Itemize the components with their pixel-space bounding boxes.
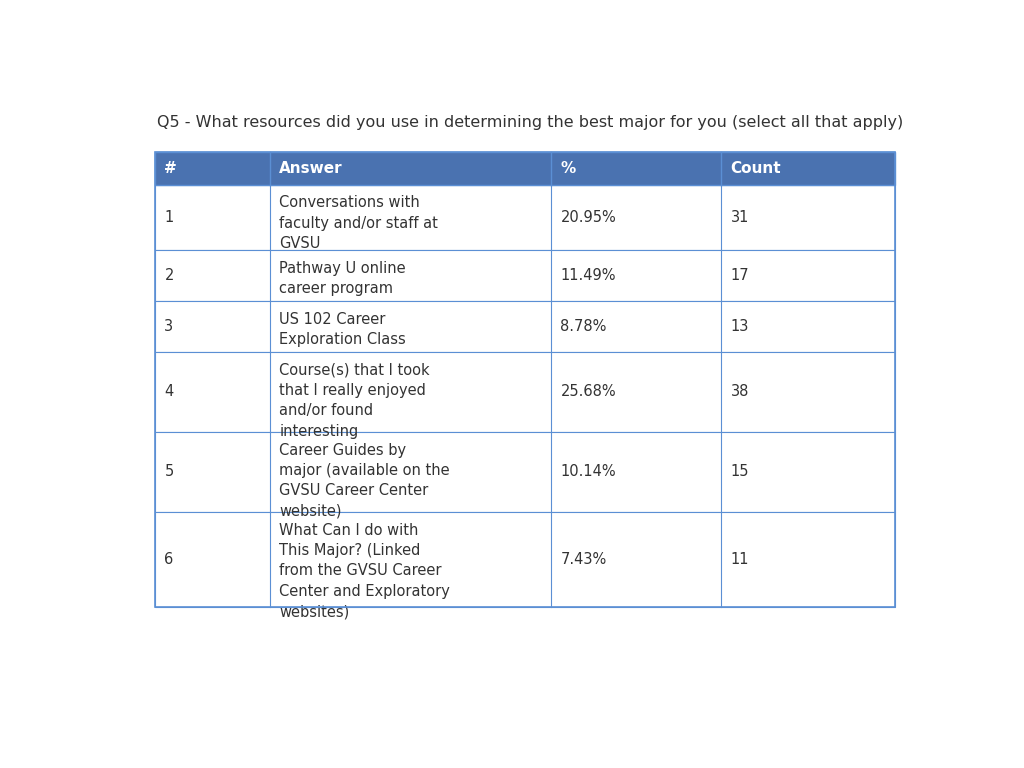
Text: 17: 17 (730, 268, 750, 283)
Text: Pathway U online
career program: Pathway U online career program (280, 261, 406, 296)
Bar (155, 511, 895, 607)
Text: Count: Count (730, 161, 781, 176)
Bar (155, 301, 895, 352)
Text: Conversations with
faculty and/or staff at
GVSU: Conversations with faculty and/or staff … (280, 195, 438, 251)
Text: #: # (165, 161, 177, 176)
Bar (155, 352, 895, 432)
Bar (155, 152, 895, 184)
Text: 3: 3 (165, 319, 173, 334)
Text: Q5 - What resources did you use in determining the best major for you (select al: Q5 - What resources did you use in deter… (158, 115, 904, 131)
Text: 31: 31 (730, 210, 749, 225)
Text: 11.49%: 11.49% (560, 268, 615, 283)
Text: 5: 5 (165, 465, 174, 479)
Text: 15: 15 (730, 465, 750, 479)
Bar (155, 432, 895, 511)
Text: 11: 11 (730, 551, 750, 567)
Text: US 102 Career
Exploration Class: US 102 Career Exploration Class (280, 312, 406, 347)
Text: 20.95%: 20.95% (560, 210, 616, 225)
Text: 1: 1 (165, 210, 174, 225)
Text: 8.78%: 8.78% (560, 319, 607, 334)
Text: %: % (560, 161, 575, 176)
Text: 6: 6 (165, 551, 174, 567)
Text: 38: 38 (730, 384, 749, 399)
Bar (155, 250, 895, 301)
Text: 7.43%: 7.43% (560, 551, 606, 567)
Bar (155, 184, 895, 250)
Text: Answer: Answer (280, 161, 343, 176)
Text: 25.68%: 25.68% (560, 384, 616, 399)
Text: 4: 4 (165, 384, 174, 399)
Text: 13: 13 (730, 319, 749, 334)
Text: Course(s) that I took
that I really enjoyed
and/or found
interesting: Course(s) that I took that I really enjo… (280, 362, 430, 439)
Text: What Can I do with
This Major? (Linked
from the GVSU Career
Center and Explorato: What Can I do with This Major? (Linked f… (280, 522, 450, 619)
Text: 10.14%: 10.14% (560, 465, 616, 479)
Text: 2: 2 (165, 268, 174, 283)
Text: Career Guides by
major (available on the
GVSU Career Center
website): Career Guides by major (available on the… (280, 442, 450, 518)
Bar (155, 152, 895, 607)
